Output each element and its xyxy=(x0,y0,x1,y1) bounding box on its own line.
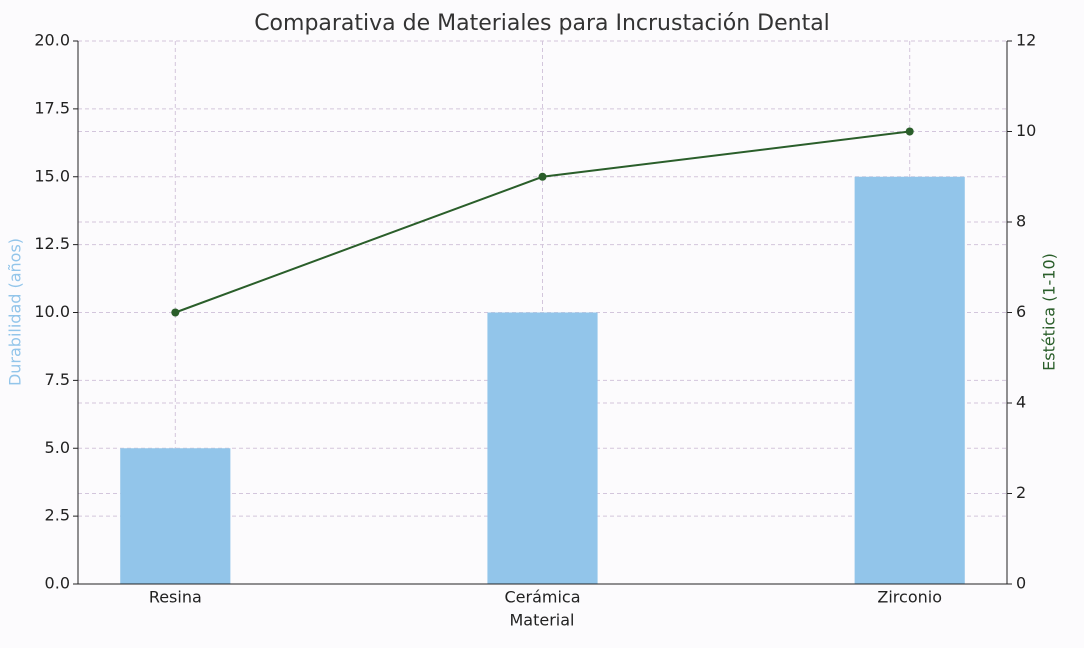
x-tick-label: Zirconio xyxy=(877,588,942,607)
y2-axis-label: Estética (1-10) xyxy=(1040,253,1059,371)
y-tick-label: 5.0 xyxy=(45,438,70,457)
point xyxy=(905,127,914,136)
y2-tick-label: 12 xyxy=(1016,31,1036,50)
y-tick-label: 0.0 xyxy=(45,574,70,593)
y2-tick-label: 0 xyxy=(1016,574,1026,593)
x-axis-label: Material xyxy=(510,611,575,630)
point xyxy=(538,172,547,181)
y2-tick-label: 2 xyxy=(1016,483,1026,502)
bar xyxy=(487,312,598,584)
y-tick-label: 17.5 xyxy=(34,98,70,117)
y-tick-label: 15.0 xyxy=(34,166,70,185)
x-tick-label: Resina xyxy=(149,588,202,607)
y-tick-label: 2.5 xyxy=(45,506,70,525)
bar xyxy=(854,176,965,584)
point xyxy=(171,308,180,317)
bar xyxy=(120,448,231,584)
y2-tick-label: 6 xyxy=(1016,302,1026,321)
chart-title: Comparativa de Materiales para Incrustac… xyxy=(254,11,830,36)
y2-tick-label: 8 xyxy=(1016,212,1026,231)
x-tick-label: Cerámica xyxy=(504,588,580,607)
y-tick-label: 10.0 xyxy=(34,302,70,321)
y-tick-label: 12.5 xyxy=(34,234,70,253)
y-tick-label: 20.0 xyxy=(34,31,70,50)
y2-tick-label: 4 xyxy=(1016,393,1026,412)
y2-tick-label: 10 xyxy=(1016,121,1036,140)
y-axis-label: Durabilidad (años) xyxy=(6,238,25,386)
y-tick-label: 7.5 xyxy=(45,370,70,389)
